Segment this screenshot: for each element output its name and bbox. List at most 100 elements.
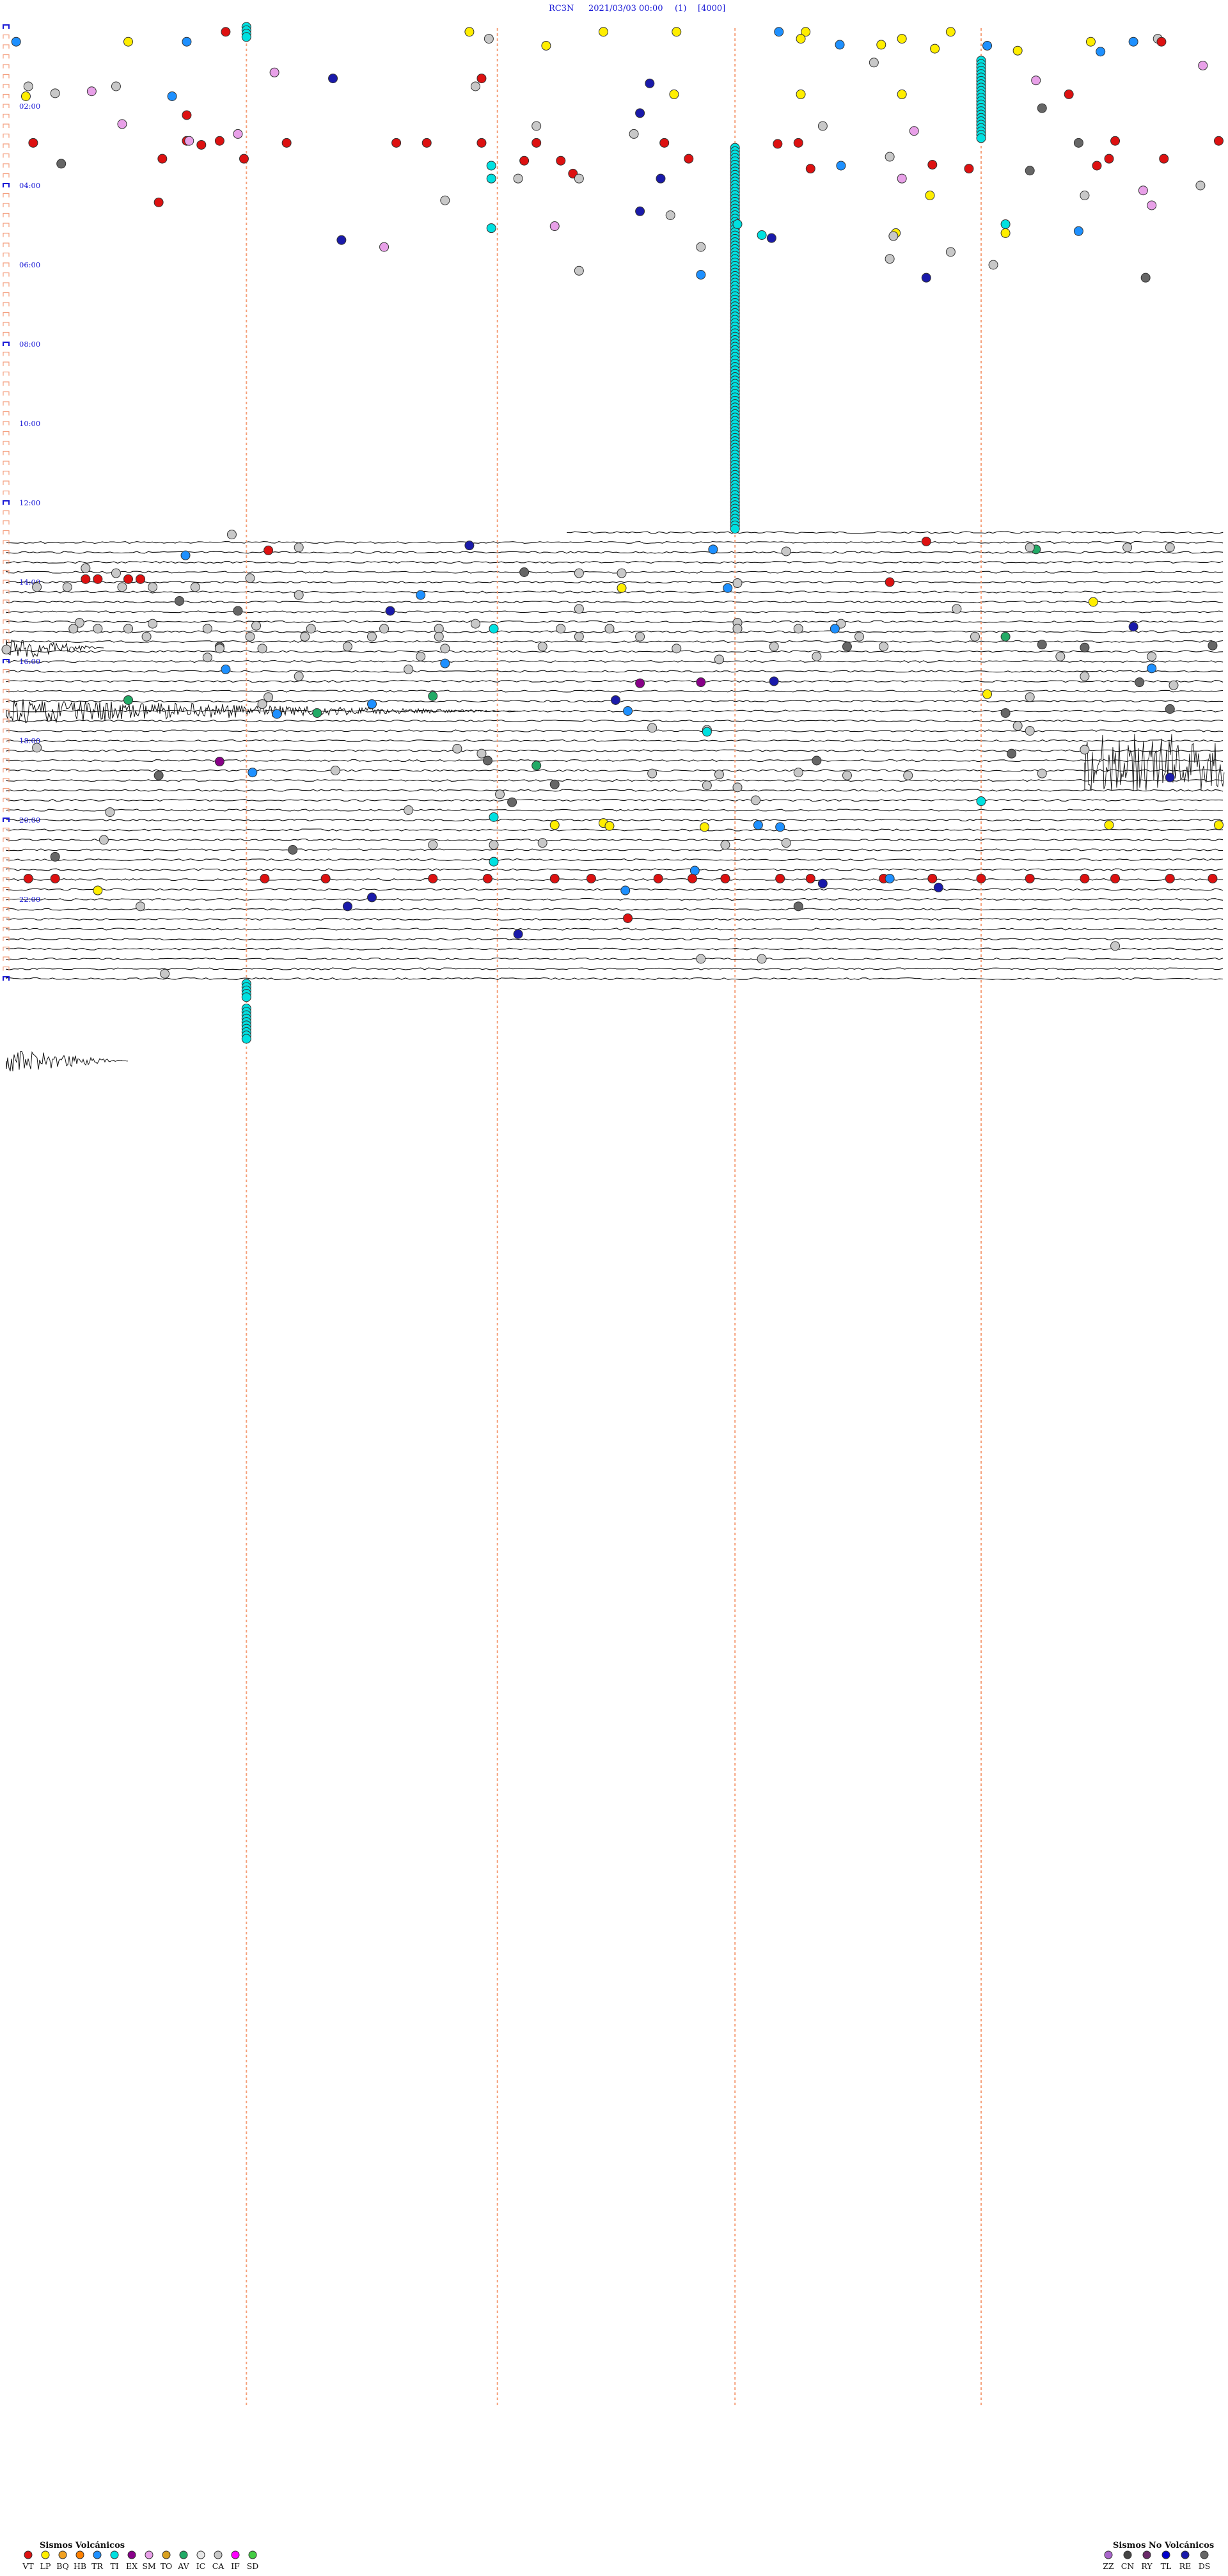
event-tr-marker — [182, 36, 192, 47]
legend-tl-swatch — [1161, 2550, 1170, 2559]
trace-line — [6, 739, 1224, 743]
event-lp-marker — [669, 89, 679, 99]
event-sm-marker — [117, 119, 127, 129]
hour-label: 20:00 — [19, 816, 40, 825]
row-tick — [3, 391, 10, 396]
event-re-marker — [635, 108, 645, 118]
event-ca-marker — [574, 173, 584, 184]
legend-ti-code: TI — [110, 2561, 118, 2571]
event-ca-marker — [294, 671, 304, 681]
trace-line — [6, 749, 1224, 752]
row-tick — [3, 74, 10, 79]
ti-event-marker — [730, 524, 740, 534]
row-tick — [3, 936, 10, 941]
event-ti-marker — [732, 219, 743, 229]
event-ca-marker — [757, 954, 767, 964]
event-re-marker — [1165, 772, 1175, 782]
event-vt-marker — [885, 577, 895, 587]
event-ds-marker — [507, 797, 517, 807]
row-tick — [3, 282, 10, 287]
row-tick — [3, 580, 10, 584]
event-av-marker — [428, 691, 438, 701]
legend-zz-swatch — [1104, 2550, 1113, 2559]
row-tick — [3, 163, 10, 168]
event-sm-marker — [909, 126, 919, 136]
row-tick — [3, 143, 10, 148]
event-ca-marker — [50, 88, 60, 99]
row-tick — [3, 193, 10, 198]
legend-av-code: AV — [177, 2561, 189, 2571]
legend-ti-swatch — [110, 2550, 119, 2559]
event-ca-marker — [793, 768, 803, 778]
event-vt-marker — [921, 536, 931, 546]
record-datetime: 2021/03/03 00:00 — [588, 4, 663, 13]
event-ca-marker — [531, 121, 542, 131]
event-ca-marker — [1037, 768, 1047, 778]
row-tick — [3, 203, 10, 207]
row-tick — [3, 153, 10, 158]
trace-line — [6, 620, 1224, 624]
row-tick — [3, 381, 10, 386]
trace-line — [6, 828, 1224, 832]
trace-line — [6, 679, 1224, 683]
legend-tl-code: TL — [1161, 2561, 1172, 2571]
event-ca-marker — [123, 624, 133, 634]
event-sm-marker — [1198, 60, 1208, 70]
event-ds-marker — [1037, 640, 1047, 650]
trace-line — [6, 838, 1224, 842]
row-tick — [3, 966, 10, 971]
trace-line — [6, 888, 1224, 891]
ti-event-columns — [241, 22, 986, 1044]
trace-line — [6, 650, 1224, 653]
row-tick — [3, 84, 10, 88]
event-lp-marker — [93, 885, 103, 896]
row-tick — [3, 837, 10, 842]
event-ca-marker — [635, 631, 645, 642]
event-ca-marker — [672, 644, 682, 654]
trace-line — [6, 937, 1224, 941]
trace-line — [6, 809, 1224, 812]
row-tick — [3, 738, 10, 743]
row-tick — [3, 847, 10, 852]
legend-av-swatch — [179, 2550, 188, 2559]
hour-label: 08:00 — [19, 340, 40, 349]
event-ca-marker — [714, 654, 724, 665]
event-ds-marker — [1025, 166, 1035, 176]
row-tick — [3, 560, 10, 564]
legend-zz-code: ZZ — [1103, 2561, 1114, 2571]
event-ca-marker — [537, 838, 547, 848]
event-ca-marker — [732, 782, 743, 793]
event-ca-marker — [574, 631, 584, 642]
event-lp-marker — [123, 36, 133, 47]
event-ti-marker — [1000, 219, 1011, 229]
event-ca-marker — [257, 699, 267, 709]
event-ca-marker — [732, 624, 743, 634]
nonvolcanic-legend-title: Sismos No Volcánicos — [1113, 2541, 1214, 2550]
event-vt-marker — [281, 138, 292, 148]
event-sm-marker — [233, 129, 243, 139]
event-re-marker — [464, 541, 475, 551]
trace-line — [6, 551, 1224, 554]
event-re-marker — [328, 74, 338, 84]
legend-sd-code: SD — [247, 2561, 259, 2571]
legend-bq-swatch — [58, 2550, 67, 2559]
row-tick — [3, 113, 10, 118]
event-ca-marker — [793, 624, 803, 634]
row-tick — [3, 679, 10, 683]
event-ca-marker — [434, 631, 444, 642]
trace-line — [6, 719, 1224, 723]
row-tick — [3, 540, 10, 544]
event-ds-marker — [1007, 748, 1017, 759]
event-vt-marker — [28, 138, 38, 148]
event-ds-marker — [56, 159, 67, 169]
row-tick — [3, 917, 10, 921]
event-ca-marker — [141, 631, 152, 642]
event-lp-marker — [930, 43, 940, 54]
event-vt-marker — [196, 139, 207, 150]
legend-cn-code: CN — [1121, 2561, 1135, 2571]
event-av-marker — [531, 761, 542, 771]
event-lp-marker — [700, 822, 710, 832]
event-ti-marker — [757, 230, 767, 240]
event-tr-marker — [221, 664, 231, 674]
event-vt-marker — [81, 574, 91, 584]
